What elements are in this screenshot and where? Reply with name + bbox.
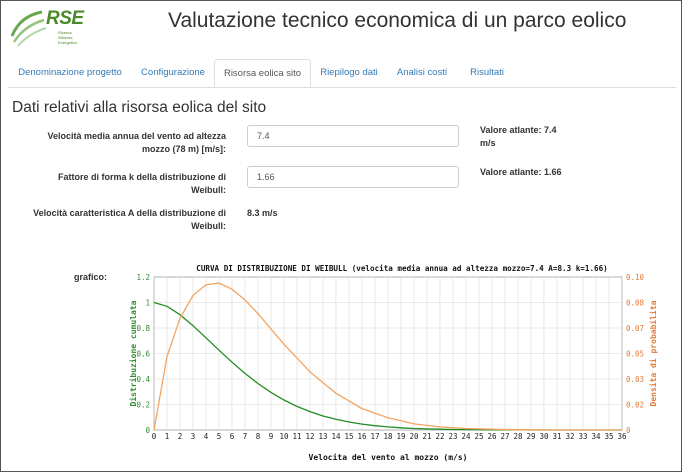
x-tick-label: 28 bbox=[513, 432, 523, 441]
logo-swoosh-icon bbox=[10, 10, 47, 47]
y2-tick-label: 0.05 bbox=[626, 350, 644, 359]
x-tick-label: 7 bbox=[243, 432, 248, 441]
page-title: Valutazione tecnico economica di un parc… bbox=[168, 9, 627, 32]
speed-label: Velocità media annua del vento ad altezz… bbox=[47, 131, 226, 154]
x-tick-label: 30 bbox=[539, 432, 549, 441]
x-tick-label: 31 bbox=[552, 432, 561, 441]
x-axis-label: Velocita del vento al mozzo (m/s) bbox=[309, 452, 468, 462]
x-tick-label: 27 bbox=[500, 432, 509, 441]
x-tick-label: 29 bbox=[526, 432, 535, 441]
x-tick-label: 16 bbox=[357, 432, 367, 441]
x-tick-label: 10 bbox=[279, 432, 289, 441]
y-tick-label: 1.2 bbox=[136, 273, 150, 282]
tab-denominazione-progetto[interactable]: Denominazione progetto bbox=[18, 67, 122, 78]
logo-subtitle: Ricerca Sistema Energetico bbox=[58, 30, 78, 45]
x-tick-label: 14 bbox=[331, 432, 341, 441]
x-tick-label: 13 bbox=[318, 432, 327, 441]
speed-atlas-value: Valore atlante: 7.4 m/s bbox=[480, 125, 557, 148]
scale-label: Velocità caratteristica A della distribu… bbox=[33, 208, 226, 231]
x-tick-label: 4 bbox=[204, 432, 209, 441]
x-tick-label: 36 bbox=[617, 432, 627, 441]
y2-tick-label: 0 bbox=[626, 426, 631, 435]
x-tick-label: 9 bbox=[269, 432, 274, 441]
x-tick-label: 17 bbox=[370, 432, 379, 441]
tab-analisi-costi[interactable]: Analisi costi bbox=[396, 67, 448, 78]
tab-riepilogo-dati[interactable]: Riepilogo dati bbox=[320, 67, 378, 78]
x-tick-label: 8 bbox=[256, 432, 261, 441]
tab-risultati[interactable]: Risultati bbox=[470, 67, 504, 78]
tab-risorsa-eolica-sito[interactable]: Risorsa eolica sito bbox=[214, 59, 311, 87]
x-tick-label: 24 bbox=[461, 432, 471, 441]
x-tick-label: 32 bbox=[565, 432, 574, 441]
y2-tick-label: 0.10 bbox=[626, 273, 645, 282]
y-tick-label: 1 bbox=[145, 299, 150, 308]
y-tick-label: 0.2 bbox=[136, 401, 150, 410]
section-title: Dati relativi alla risorsa eolica del si… bbox=[12, 99, 267, 116]
x-tick-label: 0 bbox=[152, 432, 157, 441]
x-tick-label: 15 bbox=[344, 432, 353, 441]
y2-tick-label: 0.08 bbox=[626, 299, 645, 308]
x-tick-label: 1 bbox=[165, 432, 170, 441]
x-tick-label: 6 bbox=[230, 432, 235, 441]
logo-text: RSE bbox=[46, 8, 84, 29]
x-tick-label: 5 bbox=[217, 432, 222, 441]
x-tick-label: 22 bbox=[435, 432, 444, 441]
x-tick-label: 26 bbox=[487, 432, 497, 441]
x-tick-label: 20 bbox=[409, 432, 419, 441]
rse-logo: RSE Ricerca Sistema Energetico bbox=[10, 6, 84, 48]
scale-value: 8.3 m/s bbox=[247, 208, 278, 218]
shape-factor-label: Fattore di forma k della distribuzione d… bbox=[57, 172, 226, 195]
chart-title: CURVA DI DISTRIBUZIONE DI WEIBULL (veloc… bbox=[196, 264, 607, 273]
x-tick-label: 21 bbox=[422, 432, 431, 441]
y2-tick-label: 0.02 bbox=[626, 401, 644, 410]
y-tick-label: 0.8 bbox=[136, 324, 150, 333]
shape-factor-input[interactable]: 1.66 bbox=[247, 166, 459, 188]
y2-tick-label: 0.07 bbox=[626, 324, 644, 333]
tab-configurazione[interactable]: Configurazione bbox=[141, 67, 205, 78]
x-tick-label: 23 bbox=[448, 432, 457, 441]
probability-density-line bbox=[153, 282, 622, 431]
tab-bar: Denominazione progetto Configurazione Ri… bbox=[8, 59, 676, 88]
x-tick-label: 34 bbox=[591, 432, 601, 441]
x-tick-label: 33 bbox=[578, 432, 587, 441]
x-tick-label: 3 bbox=[191, 432, 196, 441]
y-tick-label: 0 bbox=[145, 426, 150, 435]
x-tick-label: 18 bbox=[383, 432, 393, 441]
x-tick-label: 2 bbox=[178, 432, 183, 441]
chart-label: grafico: bbox=[74, 272, 108, 282]
x-tick-label: 35 bbox=[604, 432, 613, 441]
mean-speed-input[interactable]: 7.4 bbox=[247, 125, 459, 147]
y2-axis-label: Densita di probabilita bbox=[648, 300, 658, 406]
weibull-chart: 0 1 2 3 4 5 6 7 8 9 10 11 12 13 14 15 16 17 18 19 20 21 22 23 24… bbox=[128, 264, 658, 462]
x-tick-label: 19 bbox=[396, 432, 405, 441]
y-tick-label: 0.6 bbox=[136, 350, 150, 359]
y2-tick-label: 0.03 bbox=[626, 375, 644, 384]
y-tick-label: 0.4 bbox=[136, 375, 150, 384]
shape-atlas-value: Valore atlante: 1.66 bbox=[480, 167, 562, 177]
header: RSE Ricerca Sistema Energetico Valutazio… bbox=[0, 0, 684, 58]
x-tick-label: 25 bbox=[474, 432, 483, 441]
x-tick-label: 11 bbox=[292, 432, 301, 441]
x-tick-label: 12 bbox=[305, 432, 314, 441]
y-axis-label: Distribuzione cumulata bbox=[128, 300, 138, 406]
